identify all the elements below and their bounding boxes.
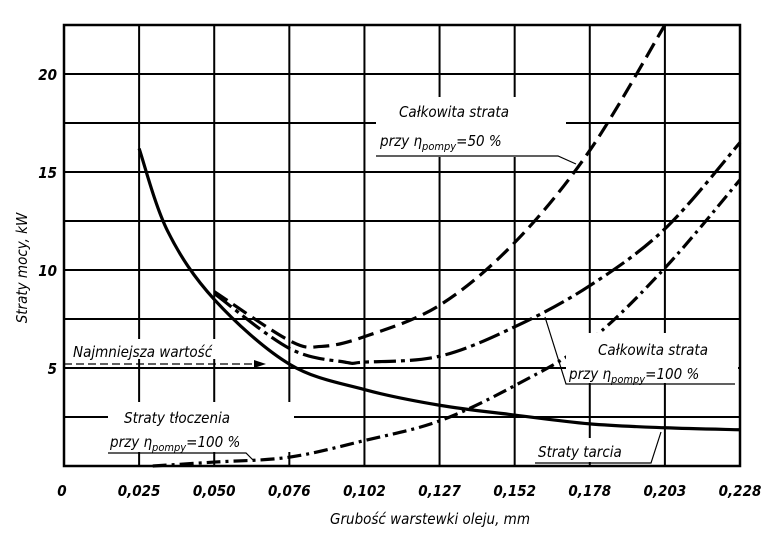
x-tick-labels: 0 0,025 0,050 0,076 0,102 0,127 0,152 0,… xyxy=(57,482,761,500)
x-tick-label: 0,127 xyxy=(418,482,461,500)
y-tick-label: 10 xyxy=(38,262,57,280)
annotation-line2: przy ηpompy=100 % xyxy=(109,433,240,454)
arrow-head-icon xyxy=(254,360,266,368)
annotation-line2: przy ηpompy=50 % xyxy=(379,132,502,153)
x-tick-label: 0 xyxy=(57,482,66,500)
series-line-2 xyxy=(213,141,742,365)
x-tick-label: 0,203 xyxy=(644,482,687,500)
annotation-pumping: Straty tłoczenia przy ηpompy=100 % xyxy=(108,402,294,461)
annotation-line1: Całkowita strata xyxy=(399,103,509,121)
x-tick-label: 0,102 xyxy=(343,482,386,500)
annotation-friction: Straty tarcia xyxy=(535,431,662,464)
x-tick-label: 0,050 xyxy=(193,482,236,500)
series-line-0 xyxy=(137,147,741,432)
annotation-line1: Najmniejsza wartość xyxy=(73,343,213,361)
y-tick-label: 15 xyxy=(38,164,57,182)
curves xyxy=(137,24,742,468)
series-line-1 xyxy=(152,178,742,468)
annotation-line2: przy ηpompy=100 % xyxy=(568,365,699,386)
y-tick-label: 5 xyxy=(48,360,57,378)
y-tick-label: 20 xyxy=(38,66,57,84)
y-axis-label: Straty mocy, kW xyxy=(13,212,31,323)
y-tick-labels: 5 10 15 20 xyxy=(38,66,57,378)
annotation-line1: Całkowita strata xyxy=(598,341,708,359)
x-tick-label: 0,076 xyxy=(268,482,311,500)
annotation-total-100: Całkowita strata przy ηpompy=100 % xyxy=(544,316,738,386)
x-tick-label: 0,228 xyxy=(719,482,762,500)
annotation-total-50: Całkowita strata przy ηpompy=50 % xyxy=(376,97,577,165)
annotation-line1: Straty tłoczenia xyxy=(124,409,230,427)
series-line-3 xyxy=(213,24,667,349)
x-tick-label: 0,178 xyxy=(568,482,611,500)
plot-frame xyxy=(62,23,742,468)
x-tick-label: 0,025 xyxy=(118,482,161,500)
annotation-line1: Straty tarcia xyxy=(538,443,622,461)
annotation-minimum: Najmniejsza wartość xyxy=(64,339,266,368)
x-axis-label: Grubość warstewki oleju, mm xyxy=(330,510,530,528)
x-tick-label: 0,152 xyxy=(493,482,536,500)
